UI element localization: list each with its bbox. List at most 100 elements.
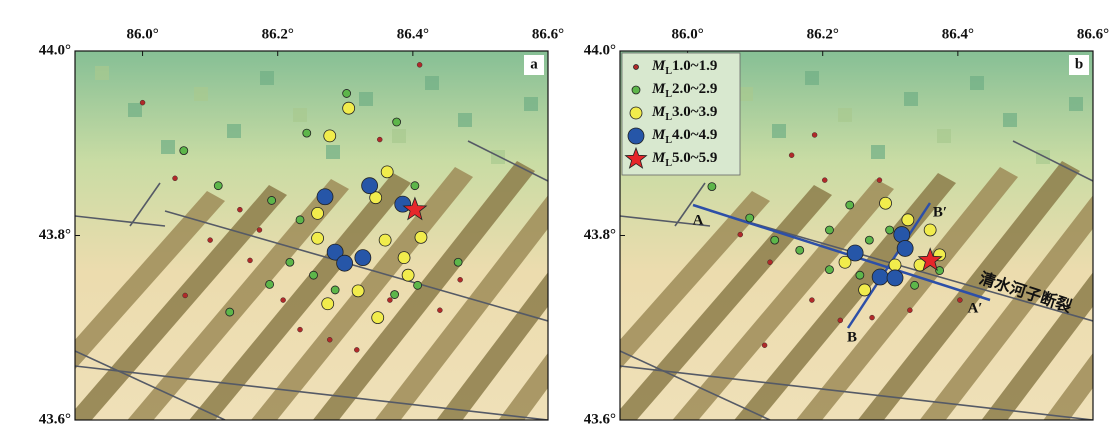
profile-label: A <box>693 212 704 228</box>
terrain-band <box>857 161 1080 420</box>
epicenter <box>896 240 914 257</box>
epicenter <box>351 284 365 298</box>
terrain-block <box>805 71 819 85</box>
fault-line <box>674 182 706 227</box>
legend-marker <box>627 127 645 145</box>
terrain-band <box>498 352 548 420</box>
y-tick-label: 44.0° <box>584 42 616 58</box>
epicenter <box>327 337 333 343</box>
fault-line <box>75 215 166 227</box>
terrain-band <box>189 173 411 420</box>
epicenter <box>342 89 352 98</box>
epicenter <box>267 196 277 205</box>
epicenter <box>247 257 253 264</box>
epicenter <box>256 227 263 233</box>
epicenter <box>770 235 780 245</box>
terrain-block <box>326 145 340 159</box>
epicenter <box>336 254 354 272</box>
panel-label-box <box>1069 55 1089 75</box>
epicenter <box>416 62 423 68</box>
legend-label: ML5.0~5.9 <box>651 150 717 169</box>
epicenter <box>316 188 334 206</box>
legend-marker <box>631 85 641 95</box>
epicenter <box>871 268 889 286</box>
map-panel: 86.0° 86.2° 86.4° 86.6° 44.0° 43.8° 43.6° b A A′ B… <box>584 26 1109 427</box>
terrain-band <box>312 161 535 420</box>
terrain-block <box>904 92 918 106</box>
epicenter <box>397 251 411 265</box>
terrain-block <box>838 108 852 122</box>
legend-symbol: M <box>651 58 666 74</box>
legend-range: 2.0~2.9 <box>672 81 717 97</box>
epicenter <box>139 99 146 106</box>
epicenter <box>886 269 904 287</box>
x-tick-label: 86.0° <box>126 26 158 42</box>
profile-label: B′ <box>933 204 947 220</box>
epicenter <box>285 257 295 267</box>
epicenter <box>879 196 892 210</box>
legend-subscript: L <box>665 66 672 77</box>
legend-range: 1.0~1.9 <box>672 58 717 74</box>
epicenter <box>864 235 874 245</box>
terrain-block <box>772 124 786 138</box>
legend-symbol: M <box>651 127 666 143</box>
epicenter <box>811 132 818 138</box>
legend: ML1.0~1.9ML2.0~2.9ML3.0~3.9ML4.0~4.9ML5.… <box>621 52 741 176</box>
epicenter <box>907 307 913 313</box>
panel-label: b <box>1075 56 1083 72</box>
epicenter <box>361 177 379 195</box>
legend-subscript: L <box>665 135 672 146</box>
x-tick-label: 86.4° <box>942 26 974 42</box>
epicenter <box>453 257 463 267</box>
fault-line <box>709 210 1093 322</box>
legend-symbol: M <box>651 81 666 97</box>
legend-subscript: L <box>665 112 672 123</box>
y-tick-label: 43.6° <box>39 411 71 427</box>
epicenter <box>845 200 855 210</box>
x-tick-label: 86.6° <box>532 26 564 42</box>
panel-label-box <box>524 55 544 75</box>
fault-line <box>620 350 771 420</box>
terrain-block <box>227 124 241 138</box>
epicenter <box>354 347 360 353</box>
terrain-block <box>524 97 538 111</box>
epicenter <box>207 237 213 243</box>
epicenter <box>302 128 312 138</box>
epicenter <box>707 182 717 192</box>
epicenter <box>825 225 834 235</box>
epicenter <box>392 117 402 127</box>
epicenters <box>139 62 463 353</box>
epicenter <box>182 292 188 299</box>
terrain-band <box>75 185 287 420</box>
epicenter <box>225 307 235 317</box>
epicenter <box>410 181 420 191</box>
x-tick-label: 86.2° <box>807 26 839 42</box>
epicenter <box>745 213 755 223</box>
epicenter <box>309 270 318 280</box>
epicenter <box>855 270 865 280</box>
terrain-block <box>458 113 472 127</box>
fault-line <box>1012 140 1093 182</box>
profile-label: A′ <box>967 300 982 316</box>
epicenter <box>858 283 872 297</box>
terrain-block <box>1069 97 1083 111</box>
epicenter <box>413 280 422 290</box>
epicenter <box>401 268 415 282</box>
epicenter <box>935 266 945 275</box>
fault-line <box>75 350 226 420</box>
epicenter <box>342 101 356 115</box>
epicenters <box>707 132 963 348</box>
epicenter <box>901 213 915 227</box>
y-tick-label: 44.0° <box>39 42 71 58</box>
epicenter <box>380 165 394 179</box>
terrain-band <box>620 185 832 420</box>
terrain-block <box>359 92 373 106</box>
epicenter <box>846 244 864 262</box>
epicenter <box>330 285 340 295</box>
epicenter <box>809 297 815 303</box>
x-tick-label: 86.2° <box>262 26 294 42</box>
y-tick-label: 43.8° <box>39 227 71 243</box>
y-tick-label: 43.6° <box>584 411 616 427</box>
epicenter-star <box>402 196 428 221</box>
